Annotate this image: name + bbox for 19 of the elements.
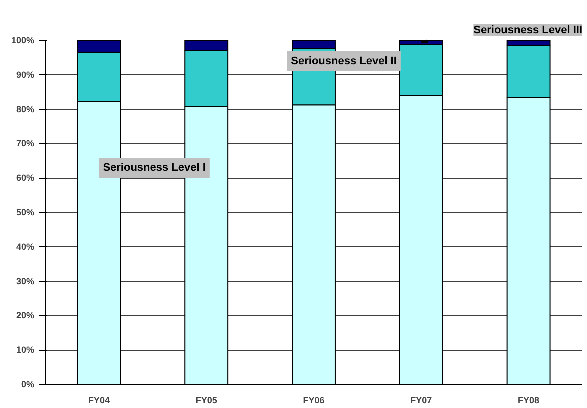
y-tick-label: 40%: [16, 242, 34, 252]
y-tick-label: 80%: [16, 104, 34, 114]
x-tick-label: FY07: [410, 396, 432, 406]
y-tick-label: 70%: [16, 138, 34, 149]
y-tick-label: 10%: [16, 345, 34, 356]
y-tick-label: 90%: [16, 70, 34, 80]
series-label: Seriousness Level III: [474, 24, 583, 36]
series-label: Seriousness Level II: [291, 55, 397, 68]
y-tick-label: 100%: [11, 36, 35, 46]
y-tick-label: 50%: [16, 208, 34, 218]
x-tick-label: FY08: [518, 396, 540, 406]
x-tick-label: FY06: [303, 396, 325, 406]
series-label: Seriousness Level I: [103, 162, 206, 174]
y-tick-label: 30%: [16, 276, 34, 286]
x-tick-label: FY05: [196, 396, 218, 406]
y-tick-label: 0%: [21, 380, 35, 390]
x-tick-label: FY04: [88, 396, 110, 406]
y-tick-label: 20%: [16, 310, 34, 321]
y-tick-label: 60%: [16, 173, 34, 184]
